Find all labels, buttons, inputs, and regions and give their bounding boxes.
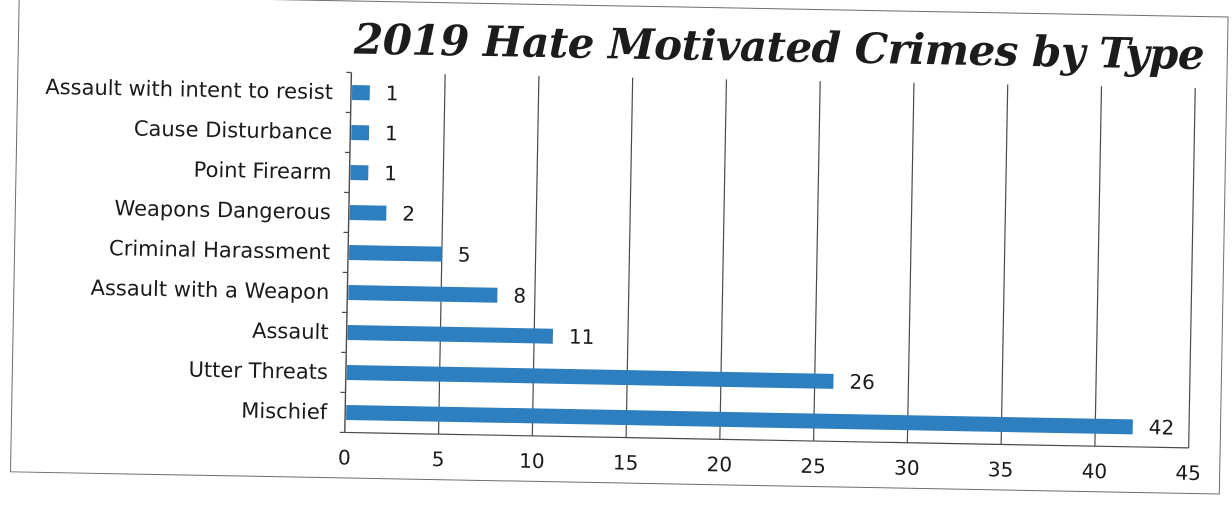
x-tick-label: 45 [1175,461,1201,485]
x-tick-label: 25 [800,454,826,478]
x-tick-label: 30 [894,456,920,480]
x-tick-label: 15 [613,450,639,474]
category-label: Weapons Dangerous [114,196,331,224]
bar [350,205,387,221]
gridline [1189,88,1196,448]
data-label: 8 [513,284,526,308]
data-label: 5 [458,242,471,266]
data-label: 26 [849,370,875,394]
x-tick-label: 5 [432,447,445,471]
bar [352,85,370,100]
gridline [1001,85,1008,445]
bar [347,365,834,389]
data-label: 42 [1149,415,1175,439]
x-axis-line [345,432,1189,447]
gridline [1095,86,1102,446]
x-tick-label: 20 [706,452,732,476]
x-tick-label: 35 [988,457,1014,481]
bar [347,325,553,344]
category-label: Criminal Harassment [109,236,330,264]
bar [348,285,497,303]
bar [350,165,368,180]
category-label: Assault [252,319,329,344]
category-label: Mischief [241,399,328,425]
bar [349,245,442,262]
x-tick-label: 10 [519,449,545,473]
gridline [907,83,914,443]
category-label: Utter Threats [188,358,328,385]
category-label: Assault with a Weapon [90,276,329,304]
data-label: 11 [569,325,595,349]
data-label: 1 [385,121,398,145]
data-label: 2 [402,201,415,225]
data-label: 1 [384,161,397,185]
bar [346,405,1133,434]
category-label: Cause Disturbance [134,117,333,145]
category-label: Assault with intent to resist [45,75,333,104]
x-tick-label: 0 [338,445,351,469]
category-label: Point Firearm [193,158,331,185]
x-tick-label: 40 [1081,459,1107,483]
data-label: 1 [386,81,399,105]
bar [351,125,369,140]
